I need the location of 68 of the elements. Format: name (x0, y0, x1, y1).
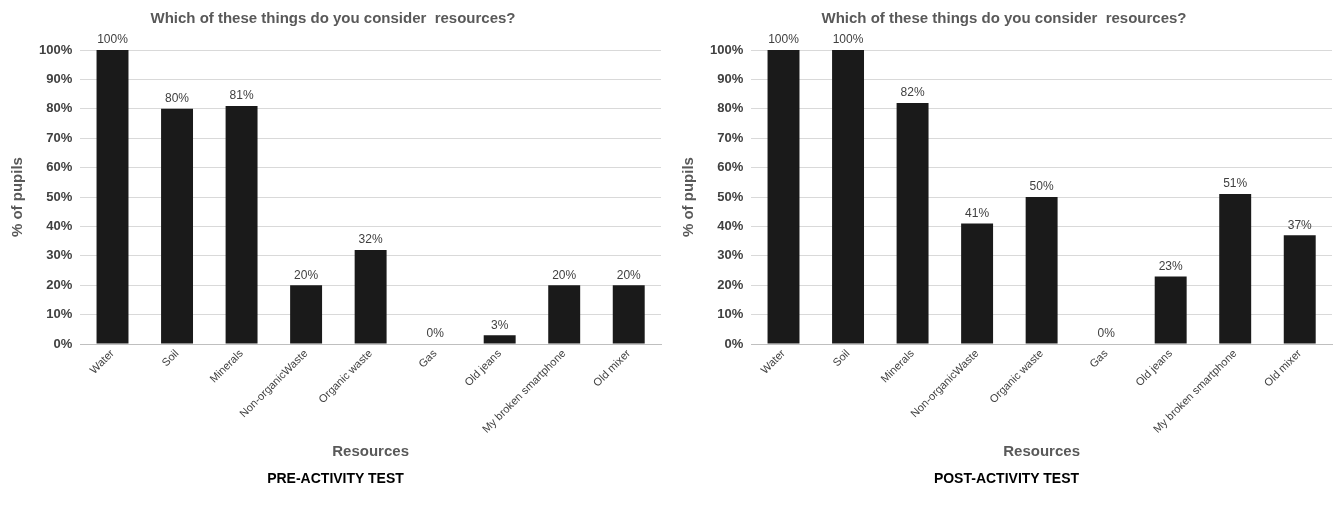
data-label: 100% (97, 32, 129, 47)
bar (1025, 197, 1058, 344)
y-axis-title: % of pupils (8, 157, 26, 238)
x-axis-title: Resources (1003, 442, 1080, 460)
bar (290, 285, 323, 344)
bar (961, 223, 994, 344)
y-tick-label: 60% (717, 159, 744, 175)
y-tick-label: 40% (717, 218, 744, 234)
y-tick-label: 90% (46, 70, 73, 86)
bar (767, 50, 800, 344)
y-tick-label: 100% (710, 41, 744, 57)
y-tick-label: 50% (717, 188, 744, 204)
data-label: 100% (832, 32, 864, 47)
chart-title: Which of these things do you consider resources? (150, 9, 516, 27)
y-tick-label: 0% (53, 335, 73, 351)
y-tick-label: 90% (717, 70, 744, 86)
data-label: 51% (1223, 176, 1248, 191)
bar (225, 105, 258, 344)
data-label: 41% (965, 205, 990, 220)
x-tick-label: Gas (1086, 346, 1111, 370)
bar (612, 285, 645, 344)
data-label: 80% (165, 91, 190, 106)
bar (1154, 276, 1187, 344)
y-axis-title: % of pupils (679, 157, 697, 238)
data-label: 50% (1029, 179, 1054, 194)
bar (1219, 194, 1252, 344)
bar (548, 285, 581, 344)
bar (483, 335, 516, 344)
y-tick-label: 80% (46, 100, 73, 116)
y-tick-label: 100% (39, 41, 73, 57)
data-label: 23% (1158, 258, 1184, 273)
y-tick-label: 60% (46, 159, 73, 175)
data-label: 37% (1287, 217, 1313, 232)
text: POST-ACTIVITY TEST (932, 470, 1081, 486)
y-tick-label: 70% (717, 129, 744, 145)
data-label: 100% (768, 32, 800, 47)
data-label: 20% (552, 267, 577, 282)
data-label: 20% (616, 267, 642, 282)
data-label: 20% (294, 267, 319, 282)
y-tick-label: 30% (46, 247, 73, 263)
data-label: 32% (358, 232, 383, 247)
y-tick-label: 0% (724, 335, 744, 351)
x-tick-label: Soil (830, 346, 852, 369)
data-label: 82% (900, 85, 925, 100)
text: PRE-ACTIVITY TEST (266, 470, 405, 486)
y-tick-label: 10% (46, 306, 73, 322)
chart-title: Which of these things do you consider resources? (821, 9, 1187, 27)
data-label: 3% (491, 317, 509, 332)
bar (832, 50, 865, 344)
y-tick-label: 20% (46, 276, 73, 292)
data-label: 0% (426, 326, 445, 341)
y-tick-label: 40% (46, 218, 73, 234)
x-tick-label: Gas (415, 346, 440, 370)
y-tick-label: 30% (717, 247, 744, 263)
bar (161, 108, 194, 344)
data-label: 0% (1097, 326, 1116, 341)
y-tick-label: 70% (46, 129, 73, 145)
bar (354, 250, 387, 344)
y-tick-label: 20% (717, 276, 744, 292)
y-tick-label: 50% (46, 188, 73, 204)
x-axis-title: Resources (332, 442, 409, 460)
x-tick-label: Soil (159, 346, 181, 369)
data-label: 81% (229, 88, 254, 103)
bar (896, 102, 929, 344)
y-tick-label: 80% (717, 100, 744, 116)
y-tick-label: 10% (717, 306, 744, 322)
bar (96, 50, 129, 344)
bar (1283, 235, 1316, 344)
